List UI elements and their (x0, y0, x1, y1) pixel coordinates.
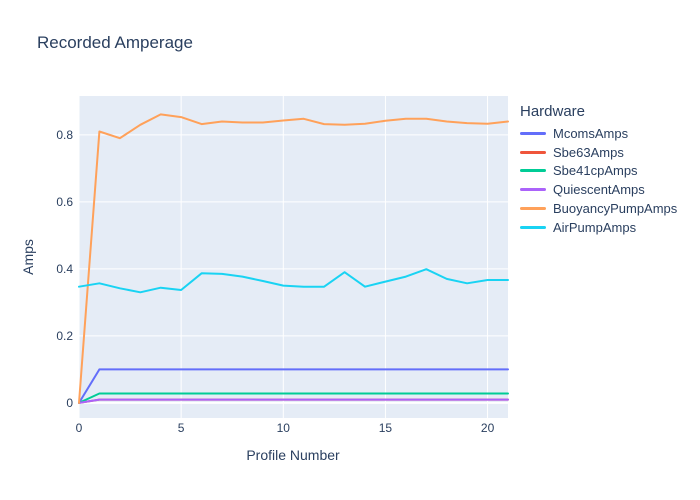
x-tick-label: 20 (481, 421, 495, 435)
y-tick-label: 0.8 (56, 128, 73, 142)
legend-item-McomsAmps[interactable]: McomsAmps (520, 124, 677, 143)
legend-line-swatch (520, 225, 546, 229)
series-line-QuiescentAmps (78, 398, 509, 404)
legend-item-Sbe63Amps[interactable]: Sbe63Amps (520, 143, 677, 162)
series-line-AirPumpAmps (78, 268, 509, 294)
legend-item-label: QuiescentAmps (553, 182, 645, 198)
legend-item-label: AirPumpAmps (553, 219, 637, 235)
legend-line-swatch (520, 150, 546, 154)
legend: Hardware McomsAmps Sbe63Amps Sbe41cpAmps Qu… (520, 102, 677, 237)
legend-line-swatch (520, 207, 546, 211)
series-line-Sbe41cpAmps (78, 392, 509, 404)
x-tick-label: 0 (76, 421, 83, 435)
x-axis-title: Profile Number (246, 447, 340, 463)
legend-item-label: McomsAmps (553, 125, 629, 141)
y-tick-label: 0.6 (56, 195, 73, 209)
y-axis-title: Amps (20, 239, 36, 275)
legend-item-label: BuoyancyPumpAmps (553, 201, 678, 217)
plot-background[interactable] (79, 96, 508, 418)
x-tick-label: 5 (178, 421, 185, 435)
series-line-McomsAmps (78, 368, 509, 404)
legend-title: Hardware (520, 103, 586, 120)
legend-items: McomsAmps Sbe63Amps Sbe41cpAmps QuiescentAm… (520, 124, 677, 237)
legend-item-label: Sbe41cpAmps (553, 163, 638, 179)
legend-item-QuiescentAmps[interactable]: QuiescentAmps (520, 180, 677, 199)
series-line-BuoyancyPumpAmps (78, 113, 509, 404)
legend-item-BuoyancyPumpAmps[interactable]: BuoyancyPumpAmps (520, 199, 677, 218)
y-tick-label: 0.4 (56, 262, 73, 276)
legend-item-label: Sbe63Amps (553, 144, 624, 160)
chart-title: Recorded Amperage (37, 33, 193, 52)
x-tick-label: 10 (277, 421, 291, 435)
legend-item-AirPumpAmps[interactable]: AirPumpAmps (520, 218, 677, 237)
x-tick-label: 15 (379, 421, 393, 435)
legend-line-swatch (520, 131, 546, 135)
legend-line-swatch (520, 188, 546, 192)
y-tick-label: 0.2 (56, 329, 73, 343)
legend-item-Sbe41cpAmps[interactable]: Sbe41cpAmps (520, 162, 677, 181)
legend-line-swatch (520, 169, 546, 173)
y-tick-label: 0 (66, 396, 73, 410)
